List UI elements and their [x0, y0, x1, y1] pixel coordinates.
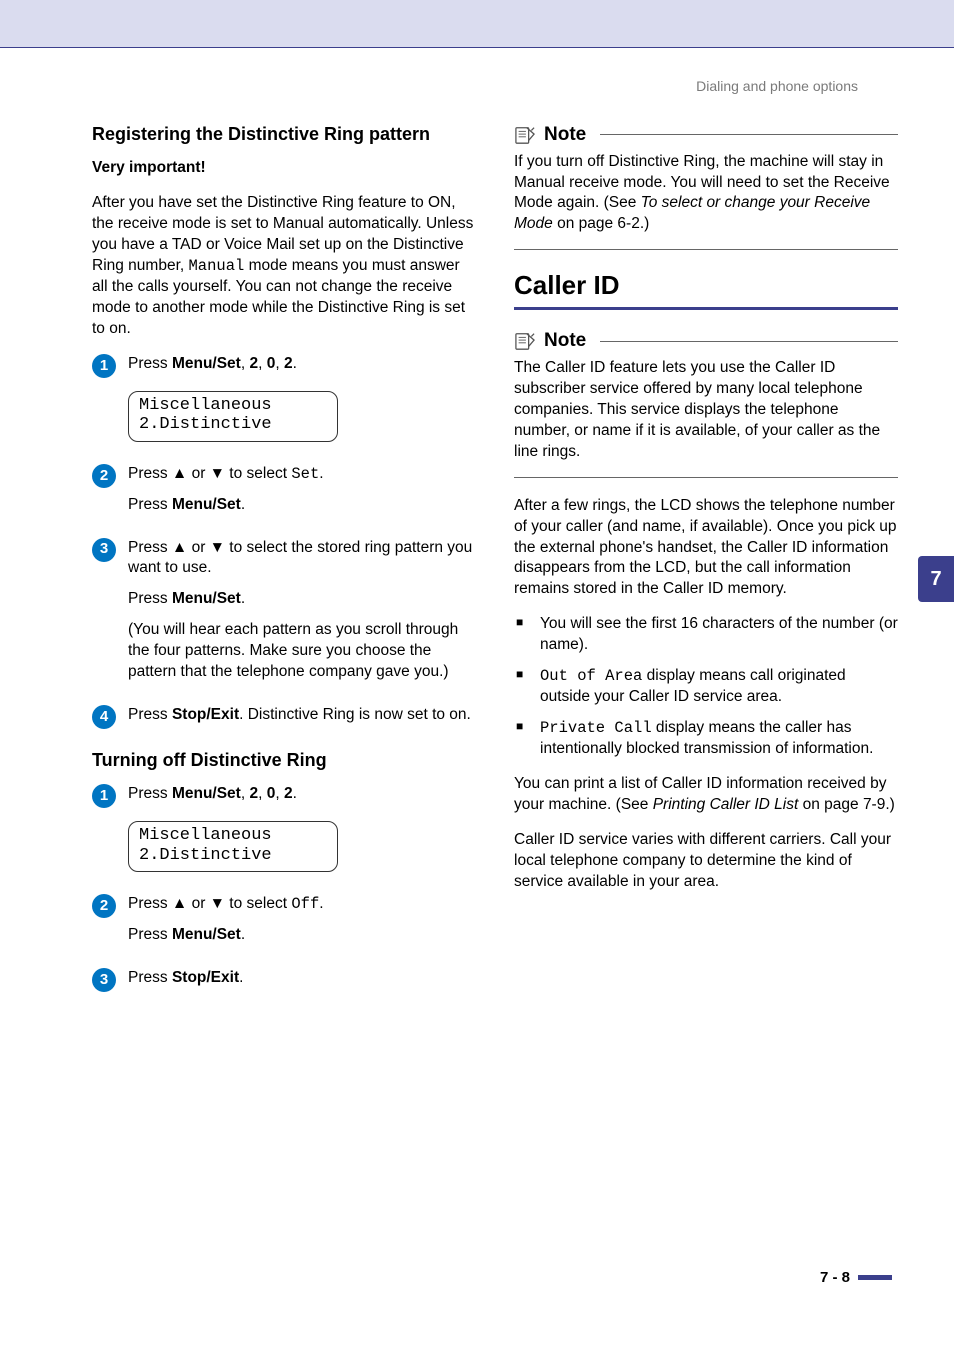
varies-paragraph: Caller ID service varies with different … — [514, 830, 898, 893]
after-rings-paragraph: After a few rings, the LCD shows the tel… — [514, 496, 898, 601]
step1-text: Press Menu/Set, 2, 0, 2. — [128, 354, 476, 375]
turnoff-step-2: 2 Press ▲ or ▼ to select Off. Press Menu… — [92, 894, 476, 956]
very-important-label: Very important! — [92, 158, 476, 179]
step-number-4: 4 — [92, 705, 116, 729]
step2-line1: Press ▲ or ▼ to select Set. — [128, 464, 476, 485]
header-band — [0, 0, 954, 48]
register-step-3: 3 Press ▲ or ▼ to select the stored ring… — [92, 538, 476, 694]
lcd-line1: Miscellaneous — [139, 396, 327, 416]
step-number-3: 3 — [92, 968, 116, 992]
note-label: Note — [544, 328, 586, 354]
note-icon — [514, 125, 536, 145]
step-body: Press ▲ or ▼ to select Set. Press Menu/S… — [128, 464, 476, 526]
note1-body: If you turn off Distinctive Ring, the ma… — [514, 152, 898, 236]
step-body: Press Menu/Set, 2, 0, 2. Miscellaneous 2… — [128, 784, 476, 882]
note-header: Note — [514, 122, 898, 148]
note-rule — [600, 134, 898, 135]
step-number-1: 1 — [92, 784, 116, 808]
turnoff-step-3: 3 Press Stop/Exit. — [92, 968, 476, 999]
note2-body: The Caller ID feature lets you use the C… — [514, 358, 898, 463]
note-divider — [514, 249, 898, 250]
step-number-2: 2 — [92, 464, 116, 488]
print-paragraph: You can print a list of Caller ID inform… — [514, 774, 898, 816]
step4-text: Press Stop/Exit. Distinctive Ring is now… — [128, 705, 476, 726]
page-body: Registering the Distinctive Ring pattern… — [0, 94, 954, 1011]
bullet-item: You will see the first 16 characters of … — [514, 614, 898, 656]
step2-line2: Press Menu/Set. — [128, 495, 476, 516]
heading-caller-id: Caller ID — [514, 268, 898, 303]
breadcrumb: Dialing and phone options — [0, 48, 954, 94]
page-footer: 7 - 8 — [820, 1269, 892, 1286]
turnoff-step-1: 1 Press Menu/Set, 2, 0, 2. Miscellaneous… — [92, 784, 476, 882]
step-body: Press Stop/Exit. — [128, 968, 476, 999]
lcd-line2: 2.Distinctive — [139, 415, 327, 435]
note-label: Note — [544, 122, 586, 148]
intro-mono: Manual — [189, 257, 245, 275]
note-rule — [600, 341, 898, 342]
step-body: Press ▲ or ▼ to select the stored ring p… — [128, 538, 476, 694]
note-block-1: Note If you turn off Distinctive Ring, t… — [514, 122, 898, 235]
footer-bar — [858, 1275, 892, 1280]
tstep3-text: Press Stop/Exit. — [128, 968, 476, 989]
note-divider — [514, 477, 898, 478]
step-body: Press Stop/Exit. Distinctive Ring is now… — [128, 705, 476, 736]
lcd-line1: Miscellaneous — [139, 826, 327, 846]
lcd-line2: 2.Distinctive — [139, 846, 327, 866]
left-column: Registering the Distinctive Ring pattern… — [92, 122, 476, 1011]
intro-paragraph: After you have set the Distinctive Ring … — [92, 193, 476, 339]
heading-registering: Registering the Distinctive Ring pattern — [92, 122, 476, 146]
section-rule — [514, 307, 898, 310]
page-number: 7 - 8 — [820, 1269, 850, 1286]
step3-line1: Press ▲ or ▼ to select the stored ring p… — [128, 538, 476, 580]
tstep1-text: Press Menu/Set, 2, 0, 2. — [128, 784, 476, 805]
bullet-list: You will see the first 16 characters of … — [514, 614, 898, 760]
bullet-item: Out of Area display means call originate… — [514, 666, 898, 708]
register-step-4: 4 Press Stop/Exit. Distinctive Ring is n… — [92, 705, 476, 736]
step3-paren: (You will hear each pattern as you scrol… — [128, 620, 476, 683]
step-number-2: 2 — [92, 894, 116, 918]
lcd-display: Miscellaneous 2.Distinctive — [128, 821, 338, 872]
step-number-1: 1 — [92, 354, 116, 378]
tstep2-line2: Press Menu/Set. — [128, 925, 476, 946]
tstep2-line1: Press ▲ or ▼ to select Off. — [128, 894, 476, 915]
lcd-display: Miscellaneous 2.Distinctive — [128, 391, 338, 442]
heading-turning-off: Turning off Distinctive Ring — [92, 748, 476, 772]
step-number-3: 3 — [92, 538, 116, 562]
register-step-1: 1 Press Menu/Set, 2, 0, 2. Miscellaneous… — [92, 354, 476, 452]
step-body: Press Menu/Set, 2, 0, 2. Miscellaneous 2… — [128, 354, 476, 452]
bullet-item: Private Call display means the caller ha… — [514, 718, 898, 760]
register-step-2: 2 Press ▲ or ▼ to select Set. Press Menu… — [92, 464, 476, 526]
note-icon — [514, 331, 536, 351]
step-body: Press ▲ or ▼ to select Off. Press Menu/S… — [128, 894, 476, 956]
chapter-tab: 7 — [918, 556, 954, 602]
note-header: Note — [514, 328, 898, 354]
right-column: Note If you turn off Distinctive Ring, t… — [514, 122, 898, 1011]
note-block-2: Note The Caller ID feature lets you use … — [514, 328, 898, 462]
step3-line2: Press Menu/Set. — [128, 589, 476, 610]
